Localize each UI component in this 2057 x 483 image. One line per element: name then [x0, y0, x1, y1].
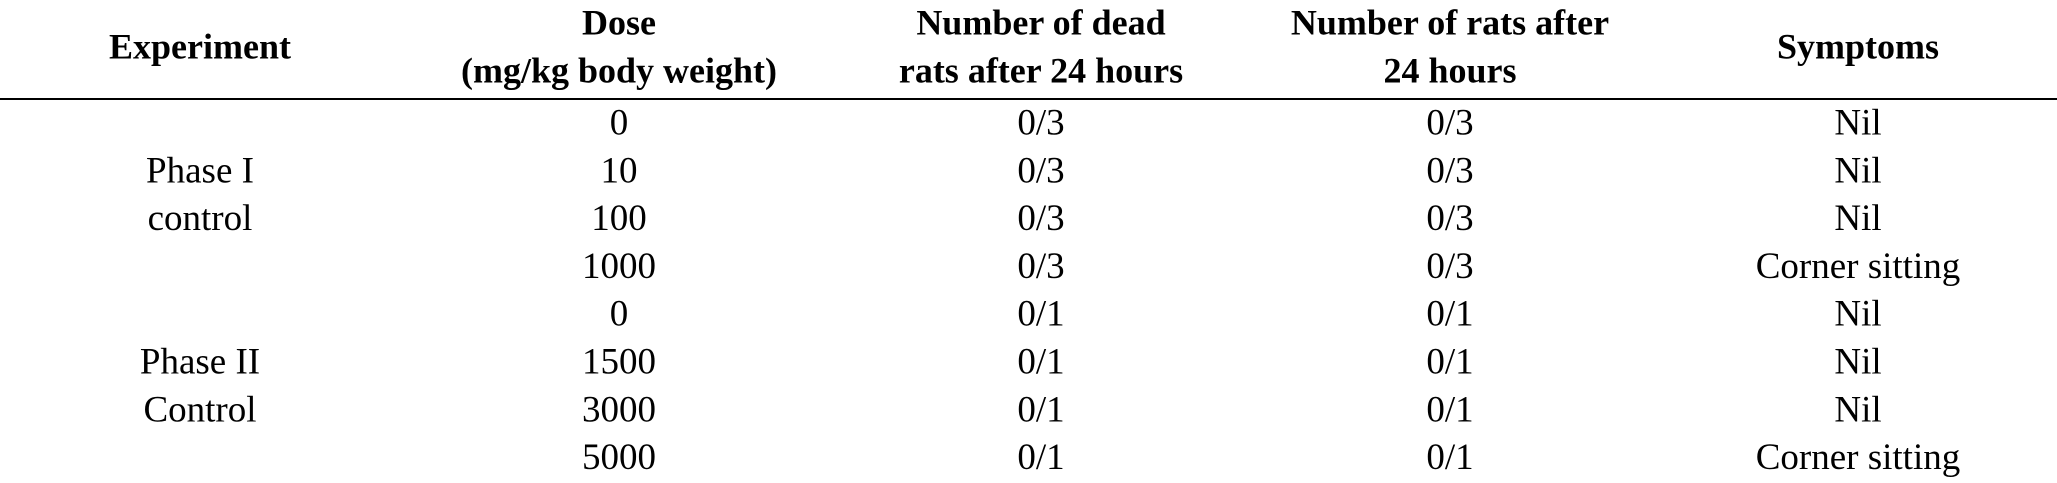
cell: 0/3	[1426, 102, 1473, 143]
cell: 0/1	[1017, 294, 1064, 335]
header-cell: 24 hours	[1383, 50, 1516, 90]
cell: Nil	[1834, 294, 1881, 335]
cell: 1500	[582, 341, 656, 382]
header-cell: rats after 24 hours	[899, 50, 1183, 90]
cell: 0	[610, 294, 629, 335]
cell: 10	[601, 150, 638, 191]
experiment-label: Control	[143, 389, 256, 430]
cell: Nil	[1834, 198, 1881, 239]
cell: 0/3	[1426, 246, 1473, 287]
cell: 0/3	[1017, 150, 1064, 191]
cell: 0/3	[1017, 102, 1064, 143]
cell: 0/3	[1017, 198, 1064, 239]
experiment-label: control	[148, 198, 253, 239]
header-cell: Number of rats after	[1291, 2, 1609, 42]
cell: Corner sitting	[1756, 246, 1961, 287]
experiment-label: Phase II	[140, 341, 260, 382]
cell: 0/1	[1426, 341, 1473, 382]
cell: 0/3	[1426, 198, 1473, 239]
header-cell: Dose	[582, 2, 656, 42]
cell: Corner sitting	[1756, 437, 1961, 478]
cell: 100	[591, 198, 647, 239]
cell: 0/1	[1426, 389, 1473, 430]
cell: Nil	[1834, 341, 1881, 382]
cell: 0/1	[1017, 389, 1064, 430]
cell: 0/1	[1426, 437, 1473, 478]
experiment-label: Phase I	[146, 150, 254, 191]
cell: 0/3	[1017, 246, 1064, 287]
cell: Nil	[1834, 389, 1881, 430]
cell: 1000	[582, 246, 656, 287]
cell: 5000	[582, 437, 656, 478]
header-cell: Number of dead	[916, 2, 1165, 42]
header-cell: Symptoms	[1777, 26, 1939, 66]
cell: 3000	[582, 389, 656, 430]
cell: Nil	[1834, 150, 1881, 191]
header-cell: Experiment	[109, 26, 291, 66]
header-cell: (mg/kg body weight)	[461, 50, 777, 90]
cell: Nil	[1834, 102, 1881, 143]
cell: 0/1	[1426, 294, 1473, 335]
cell: 0/3	[1426, 150, 1473, 191]
cell: 0/1	[1017, 437, 1064, 478]
cell: 0	[610, 102, 629, 143]
cell: 0/1	[1017, 341, 1064, 382]
